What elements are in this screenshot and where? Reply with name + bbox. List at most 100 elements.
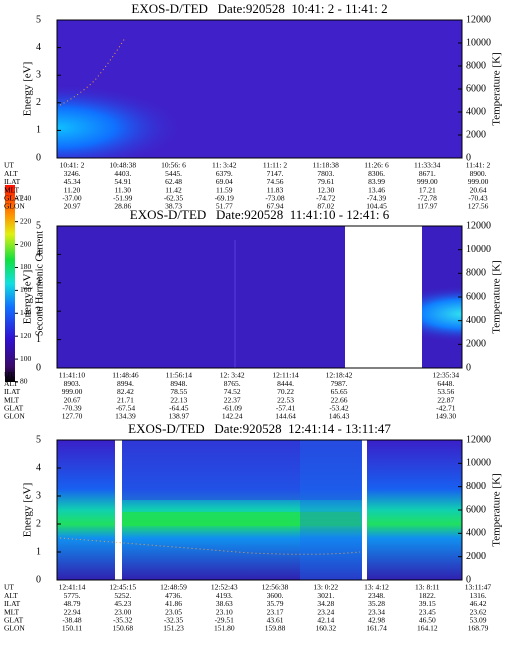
table-cell: 138.97	[168, 412, 189, 421]
table-cell: 46.50	[419, 616, 436, 625]
table-cell: 117.97	[417, 202, 438, 211]
table-cell: 11:41: 2	[466, 161, 491, 170]
colorbar-tick-label: 80	[20, 377, 28, 386]
table-cell: 150.11	[62, 624, 83, 633]
y-tick-label: 3	[36, 277, 41, 288]
y2-tick-label: 6000	[466, 504, 486, 515]
table-cell: 5445.	[165, 169, 182, 178]
table-cell: 11.20	[64, 185, 81, 194]
table-cell: 74.52	[224, 387, 241, 396]
table-cell: 12:35:34	[432, 371, 459, 380]
table-cell: 38.73	[165, 202, 182, 211]
table-cell: 159.88	[265, 624, 286, 633]
panel-title: EXOS-D/TED Date:920528 11:41:10 - 12:41:…	[130, 207, 390, 222]
row-label: UT	[4, 371, 14, 380]
table-cell: -69.19	[215, 194, 235, 203]
spectrogram	[57, 440, 462, 580]
table-cell: 22.37	[224, 395, 241, 404]
table-cell: 6379.	[216, 169, 233, 178]
table-cell: 13.46	[368, 185, 385, 194]
table-cell: 161.74	[366, 624, 387, 633]
table-cell: 43.61	[267, 616, 284, 625]
table-cell: 8671.	[419, 169, 436, 178]
y2-tick-label: 2000	[466, 551, 486, 562]
colorbar-label: Second Harmonic Current	[34, 231, 45, 336]
row-label: GLAT	[4, 194, 24, 203]
table-cell: 8948.	[170, 379, 187, 388]
table-cell: 12:45:15	[109, 583, 136, 592]
row-label: GLON	[4, 624, 25, 633]
y2-tick-label: 10000	[466, 244, 491, 255]
y2-tick-label: 12000	[466, 434, 491, 445]
table-cell: -53.42	[329, 404, 349, 413]
table-cell: 11.83	[267, 185, 284, 194]
table-cell: 3246.	[64, 169, 81, 178]
table-cell: -62.35	[164, 194, 184, 203]
table-cell: 10:41: 2	[60, 161, 85, 170]
row-label: UT	[4, 161, 14, 170]
table-cell: 38.63	[216, 599, 233, 608]
table-cell: 20.67	[64, 395, 81, 404]
colorbar-tick-label: 240	[20, 193, 32, 202]
row-label: GLAT	[4, 404, 24, 413]
table-cell: 20.97	[64, 202, 81, 211]
table-cell: 1316.	[470, 591, 487, 600]
table-cell: 11:48:46	[112, 371, 139, 380]
table-cell: -57.41	[276, 404, 296, 413]
row-label: GLAT	[4, 616, 24, 625]
table-cell: 12:11:14	[272, 371, 299, 380]
table-cell: 21.71	[117, 395, 134, 404]
panel-title: EXOS-D/TED Date:920528 10:41: 2 - 11:41:…	[131, 1, 387, 16]
table-cell: 39.15	[419, 599, 436, 608]
table-cell: 54.91	[114, 177, 131, 186]
table-cell: 12:18:42	[326, 371, 353, 380]
y2-tick-label: 0	[466, 152, 471, 163]
table-cell: 28.86	[114, 202, 131, 211]
table-cell: 104.45	[366, 202, 387, 211]
table-cell: 22.94	[64, 607, 81, 616]
table-cell: 8306.	[368, 169, 385, 178]
table-cell: 79.61	[317, 177, 334, 186]
table-cell: -64.45	[169, 404, 189, 413]
y2-axis-label: Temperature [K]	[491, 473, 503, 546]
row-label: GLON	[4, 202, 25, 211]
table-cell: -67.54	[116, 404, 136, 413]
spectrogram	[57, 20, 462, 158]
panel-title: EXOS-D/TED Date:920528 12:41:14 - 13:11:…	[128, 421, 391, 436]
table-cell: 62.48	[165, 177, 182, 186]
table-cell: 22.53	[277, 395, 294, 404]
table-cell: 78.55	[170, 387, 187, 396]
y2-tick-label: 6000	[466, 83, 486, 94]
table-cell: 22.87	[437, 395, 454, 404]
table-cell: -70.43	[468, 194, 488, 203]
row-label: ILAT	[4, 387, 21, 396]
table-cell: 45.23	[114, 599, 131, 608]
y2-tick-label: 8000	[466, 481, 486, 492]
table-cell: 11: 3:42	[212, 161, 237, 170]
table-cell: -73.08	[265, 194, 285, 203]
table-cell: 160.32	[315, 624, 336, 633]
y-tick-label: 4	[36, 462, 41, 473]
table-cell: -61.09	[223, 404, 243, 413]
table-cell: 7147.	[267, 169, 284, 178]
table-cell: 65.65	[331, 387, 348, 396]
row-label: ALT	[4, 379, 18, 388]
table-cell: 48.79	[64, 599, 81, 608]
table-cell: 42.98	[368, 616, 385, 625]
table-cell: 134.39	[115, 412, 136, 421]
table-cell: 149.30	[435, 412, 456, 421]
y-tick-label: 1	[36, 125, 41, 136]
row-label: ILAT	[4, 177, 21, 186]
table-cell: 999.00	[417, 177, 438, 186]
table-cell: 23.00	[114, 607, 131, 616]
table-cell: 146.43	[329, 412, 350, 421]
table-cell: 17.21	[419, 185, 436, 194]
y2-tick-label: 2000	[466, 129, 486, 140]
y2-tick-label: 4000	[466, 528, 486, 539]
y-tick-label: 0	[36, 574, 41, 585]
table-cell: 12:52:43	[211, 583, 238, 592]
colorbar-tick-label: 100	[20, 354, 32, 363]
table-cell: 13: 0:22	[313, 583, 338, 592]
table-cell: 13: 4:12	[364, 583, 389, 592]
table-cell: -38.48	[62, 616, 82, 625]
